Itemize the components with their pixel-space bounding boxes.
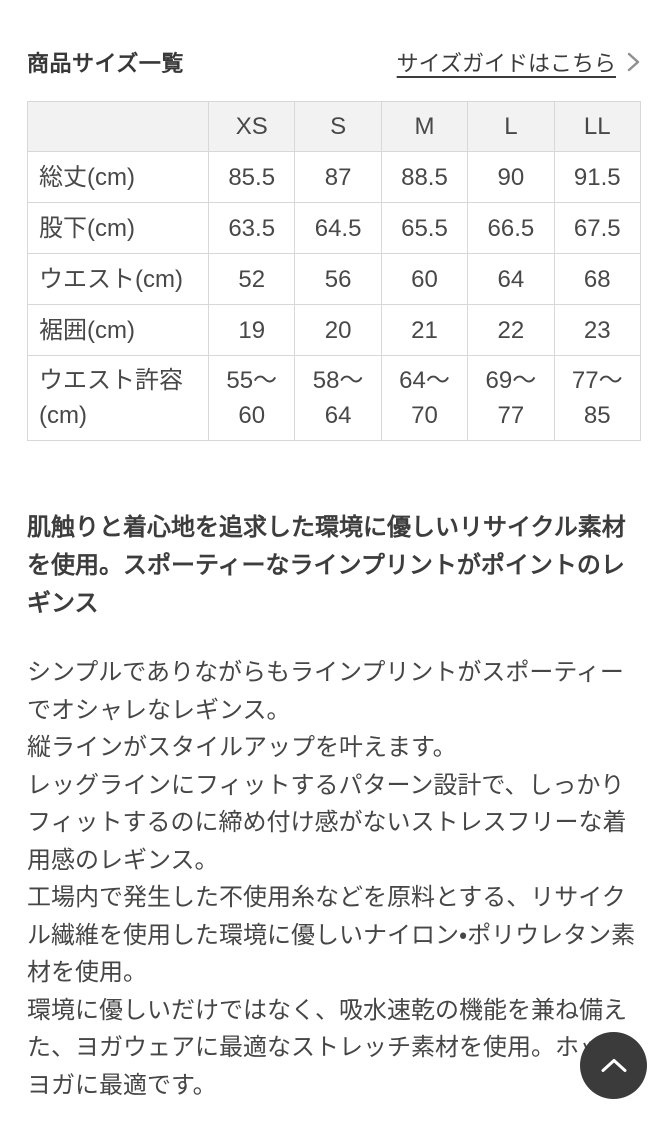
table-row-waist: ウエスト(cm) 52 56 60 64 68 xyxy=(27,253,642,305)
size-column-header-ll: LL xyxy=(553,101,642,152)
size-table: XS S M L LL 総丈(cm) 85.5 87 88.5 90 91.5 … xyxy=(27,101,642,441)
product-description-headline: 肌触りと着心地を追求した環境に優しいリサイクル素材を使用。スポーティーなラインプ… xyxy=(27,514,626,617)
row-label: 総丈(cm) xyxy=(27,151,209,203)
page-title: 商品サイズ一覧 xyxy=(27,51,184,76)
cell-value: 64.5 xyxy=(294,202,382,254)
cell-value: 88.5 xyxy=(380,151,469,203)
cell-value: 67.5 xyxy=(553,202,642,254)
cell-value: 19 xyxy=(207,304,296,356)
chevron-right-icon xyxy=(627,50,640,74)
size-guide-link-label: サイズガイドはこちら xyxy=(396,51,616,76)
cell-value: 58〜 64 xyxy=(294,355,382,441)
cell-value: 65.5 xyxy=(380,202,469,254)
cell-value: 90 xyxy=(467,151,555,203)
table-row-waist-allowance: ウエスト許容(cm) 55〜 60 58〜 64 64〜 70 69〜 77 7… xyxy=(27,355,642,441)
size-section-header: 商品サイズ一覧 サイズガイドはこちら xyxy=(27,48,640,76)
table-row-inseam: 股下(cm) 63.5 64.5 65.5 66.5 67.5 xyxy=(27,202,642,254)
size-column-header-xs: XS xyxy=(207,101,296,152)
cell-value: 55〜 60 xyxy=(207,355,296,441)
size-column-header-m: M xyxy=(380,101,469,152)
row-label: 股下(cm) xyxy=(27,202,209,254)
cell-value: 64〜 70 xyxy=(380,355,469,441)
size-table-corner-cell xyxy=(27,101,209,152)
cell-value: 60 xyxy=(380,253,469,305)
size-guide-link[interactable]: サイズガイドはこちら xyxy=(397,46,640,78)
cell-value: 87 xyxy=(294,151,382,203)
row-label: ウエスト(cm) xyxy=(27,253,209,305)
size-table-header-row: XS S M L LL xyxy=(27,101,642,152)
chevron-up-icon xyxy=(599,1057,629,1074)
cell-value: 63.5 xyxy=(207,202,296,254)
cell-value: 52 xyxy=(207,253,296,305)
cell-value: 85.5 xyxy=(207,151,296,203)
cell-value: 69〜 77 xyxy=(467,355,555,441)
size-column-header-s: S xyxy=(294,101,382,152)
product-size-section: 商品サイズ一覧 サイズガイドはこちら XS S M L LL 総丈(cm) 85… xyxy=(0,48,667,1104)
cell-value: 77〜 85 xyxy=(553,355,642,441)
back-to-top-button[interactable] xyxy=(580,1032,647,1099)
table-row-total-length: 総丈(cm) 85.5 87 88.5 90 91.5 xyxy=(27,151,642,203)
row-label: 裾囲(cm) xyxy=(27,304,209,356)
size-column-header-l: L xyxy=(467,101,555,152)
cell-value: 56 xyxy=(294,253,382,305)
cell-value: 68 xyxy=(553,253,642,305)
cell-value: 64 xyxy=(467,253,555,305)
cell-value: 23 xyxy=(553,304,642,356)
row-label: ウエスト許容(cm) xyxy=(27,355,209,441)
cell-value: 66.5 xyxy=(467,202,555,254)
cell-value: 21 xyxy=(380,304,469,356)
cell-value: 91.5 xyxy=(553,151,642,203)
product-description-body: シンプルでありながらもラインプリントがスポーティーでオシャレなレギンス。 縦ライ… xyxy=(27,659,636,1099)
cell-value: 20 xyxy=(294,304,382,356)
cell-value: 22 xyxy=(467,304,555,356)
table-row-hem: 裾囲(cm) 19 20 21 22 23 xyxy=(27,304,642,356)
